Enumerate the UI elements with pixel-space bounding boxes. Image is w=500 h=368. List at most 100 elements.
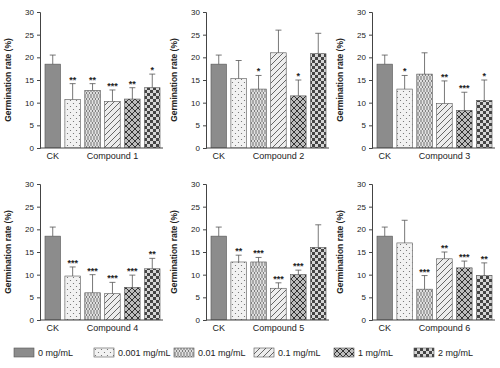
significance-label: *** [459,83,470,93]
significance-label: *** [293,261,304,271]
panel: **********051015202530CKCompound 1Germin… [3,8,163,161]
tick-label: 5 [30,293,35,302]
bar [377,64,393,148]
legend: 0 mg/mL0.001 mg/mL0.01 mg/mL0.1 mg/mL1 m… [14,348,473,358]
bar [457,268,473,320]
bar [231,79,247,148]
tick-label: 10 [25,99,34,108]
tick-label: 0 [30,144,35,153]
tick-mark [203,57,206,58]
tick-label: 25 [25,31,34,40]
bar [417,74,433,148]
tick: CK [212,148,225,161]
error-whisker [238,61,239,79]
tick-label: Compound 2 [253,151,305,161]
bar [437,104,453,148]
tick: 5 [30,121,40,130]
significance-label: *** [459,252,470,262]
error-bar [315,33,321,53]
bar [397,243,413,320]
annotations: ** [257,66,301,81]
error-bar [402,220,408,243]
axis-title: Germination rate (%) [3,38,13,122]
x-axis: CKCompound 4 [40,320,163,333]
tick: 15 [357,76,372,85]
tick: 10 [191,271,206,280]
legend-entry: 2 mg/mL [414,348,473,358]
tick-mark [369,184,372,185]
error-cap [216,227,222,228]
tick: 20 [191,225,206,234]
tick: 0 [196,144,206,153]
tick-mark [369,103,372,104]
tick-mark [369,125,372,126]
axis-line [206,320,329,321]
error-bar [382,55,388,64]
bar [437,259,453,320]
tick-label: 0 [362,316,367,325]
bar [377,236,393,320]
x-axis: CKCompound 6 [372,320,495,333]
tick: 20 [25,53,40,62]
error-bar [149,258,155,268]
panel: *******051015202530CKCompound 3Germinati… [335,8,495,161]
annotations: ********** [419,243,488,277]
tick-label: CK [378,323,391,333]
error-whisker [424,276,425,290]
legend-label: 1 mg/mL [358,348,393,358]
tick: 0 [30,144,40,153]
tick: 5 [30,293,40,302]
tick: 25 [25,31,40,40]
error-cap [402,220,408,221]
tick-label: 20 [357,225,366,234]
tick-mark [203,297,206,298]
error-bar [50,227,56,236]
axis-line [40,320,163,321]
tick-label: 0 [362,144,367,153]
tick-label: 15 [25,248,34,257]
tick-label: 15 [25,76,34,85]
y-axis: 051015202530 [357,8,372,153]
tick-mark [369,252,372,253]
axis-line [40,148,163,149]
significance-label: *** [87,266,98,276]
tick: 0 [196,316,206,325]
legend-label: 0.001 mg/mL [118,348,171,358]
tick-label: Compound 1 [87,151,139,161]
tick: 20 [25,225,40,234]
significance-label: *** [67,258,78,268]
figure: ********** 0 5 10 15 20 25 30 CK Compound 1 Germin… [0,0,500,368]
error-bar [90,84,96,91]
tick-mark [37,148,40,149]
tick-mark [203,35,206,36]
tick-mark [369,148,372,149]
bar [397,89,413,148]
error-bar [461,261,467,268]
tick-mark [369,320,372,321]
error-bar [90,275,96,293]
panel: **************051015202530CKCompound 4Ge… [3,180,163,333]
tick-mark [369,207,372,208]
error-whisker [404,220,405,243]
error-whisker [218,227,219,236]
tick-mark [37,57,40,58]
tick: 5 [196,293,206,302]
error-bar [481,80,487,100]
tick-mark [37,12,40,13]
tick: 30 [25,180,40,189]
tick-label: Compound 3 [419,151,471,161]
legend-swatch [334,348,354,357]
error-cap [50,227,56,228]
bar [125,99,141,148]
error-whisker [464,261,465,268]
error-bar [256,75,262,89]
bar [271,288,287,320]
bar [417,289,433,320]
tick-mark [203,148,206,149]
bar [231,262,247,320]
tick-mark [369,229,372,230]
tick-mark [203,12,206,13]
tick: CK [378,148,391,161]
tick: 0 [30,316,40,325]
axis-line [369,185,373,321]
